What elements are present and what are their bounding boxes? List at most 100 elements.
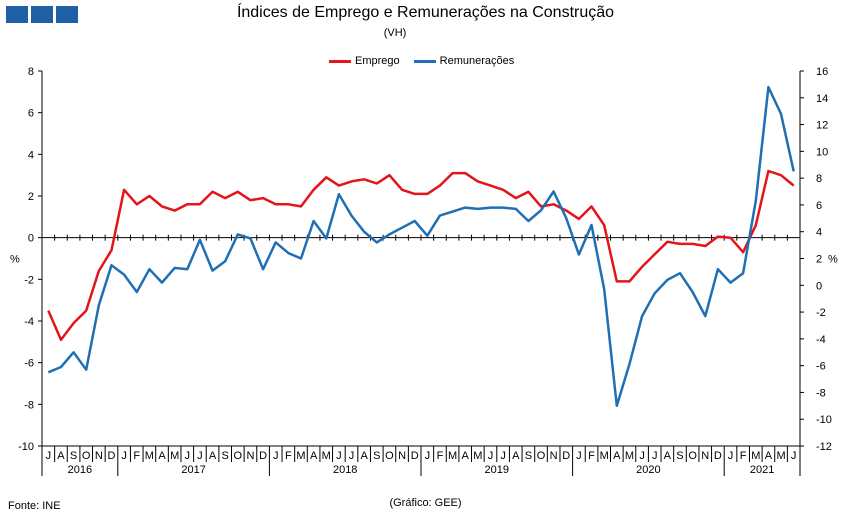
x-month-label: J: [425, 450, 431, 462]
legend-label-remuneracoes: Remunerações: [439, 55, 515, 67]
x-month-label: O: [82, 450, 91, 462]
x-month-label: N: [701, 450, 709, 462]
logo-square: [56, 6, 78, 23]
x-month-label: M: [776, 450, 785, 462]
y-right-tick-label: 16: [816, 66, 828, 78]
legend-swatch-emprego: [329, 59, 351, 63]
x-year-label: 2016: [68, 464, 92, 476]
y-left-tick-label: 6: [28, 108, 34, 120]
x-month-label: A: [613, 450, 621, 462]
x-month-label: D: [259, 450, 267, 462]
x-month-label: O: [688, 450, 697, 462]
y-right-tick-label: -2: [816, 307, 826, 319]
x-month-label: J: [121, 450, 127, 462]
x-year-label: 2020: [636, 464, 660, 476]
x-month-label: D: [562, 450, 570, 462]
y-left-tick-label: -2: [24, 274, 34, 286]
x-month-label: J: [349, 450, 355, 462]
x-month-label: M: [145, 450, 154, 462]
y-right-tick-label: -12: [816, 441, 832, 453]
y-left-tick-label: -8: [24, 399, 34, 411]
x-month-label: F: [740, 450, 747, 462]
x-month-label: O: [537, 450, 546, 462]
x-month-label: A: [765, 450, 773, 462]
y-right-tick-label: 14: [816, 93, 828, 105]
x-month-label: M: [600, 450, 609, 462]
logo-square: [31, 6, 53, 23]
legend-item-emprego: Emprego: [329, 55, 400, 67]
y-right-tick-label: 0: [816, 280, 822, 292]
y-left-tick-label: -10: [18, 441, 34, 453]
x-month-label: O: [385, 450, 394, 462]
x-month-label: D: [714, 450, 722, 462]
x-month-label: J: [273, 450, 279, 462]
x-month-label: M: [448, 450, 457, 462]
legend-label-emprego: Emprego: [355, 55, 400, 67]
x-month-label: J: [488, 450, 494, 462]
x-month-label: N: [246, 450, 254, 462]
chart-subtitle: (VH): [383, 27, 407, 39]
x-month-label: J: [639, 450, 645, 462]
y-right-tick-label: 8: [816, 173, 822, 185]
x-month-label: D: [108, 450, 116, 462]
chart-legend: Emprego Remunerações: [329, 55, 514, 67]
legend-item-remuneracoes: Remunerações: [413, 55, 515, 67]
x-month-label: M: [296, 450, 305, 462]
y-right-tick-label: -4: [816, 334, 826, 346]
x-month-label: M: [473, 450, 482, 462]
x-month-label: F: [588, 450, 595, 462]
x-month-label: S: [222, 450, 229, 462]
x-month-label: J: [652, 450, 658, 462]
y-left-tick-label: 0: [28, 233, 34, 245]
y-left-tick-label: 4: [28, 149, 34, 161]
x-month-label: S: [525, 450, 532, 462]
x-month-label: S: [70, 450, 77, 462]
y-right-tick-label: 10: [816, 146, 828, 158]
chart-title: Índices de Emprego e Remunerações na Con…: [236, 4, 615, 21]
x-month-label: J: [46, 450, 52, 462]
y-right-axis-label: %: [828, 254, 838, 266]
x-month-label: J: [197, 450, 203, 462]
x-month-label: J: [185, 450, 191, 462]
y-right-tick-label: 4: [816, 227, 822, 239]
y-left-tick-label: -4: [24, 316, 34, 328]
x-month-label: J: [500, 450, 506, 462]
y-right-tick-label: 2: [816, 254, 822, 266]
x-month-label: A: [462, 450, 470, 462]
x-month-label: A: [57, 450, 65, 462]
x-month-label: F: [133, 450, 140, 462]
y-left-tick-label: -6: [24, 358, 34, 370]
x-year-label: 2018: [333, 464, 357, 476]
x-month-label: N: [95, 450, 103, 462]
x-month-label: J: [336, 450, 342, 462]
x-month-label: N: [550, 450, 558, 462]
x-month-label: S: [373, 450, 380, 462]
x-year-label: 2019: [485, 464, 509, 476]
y-left-tick-label: 8: [28, 66, 34, 78]
x-month-label: A: [158, 450, 166, 462]
x-month-label: F: [437, 450, 444, 462]
x-year-label: 2017: [181, 464, 205, 476]
x-year-label: 2021: [750, 464, 774, 476]
x-month-label: A: [310, 450, 318, 462]
logo-square: [6, 6, 28, 23]
legend-swatch-remuneracoes: [413, 59, 436, 63]
x-month-label: N: [398, 450, 406, 462]
x-month-label: M: [751, 450, 760, 462]
x-month-label: D: [411, 450, 419, 462]
x-month-label: A: [360, 450, 368, 462]
x-month-label: S: [676, 450, 683, 462]
source-note: Fonte: INE: [8, 500, 61, 512]
blue-squares-logo: [6, 6, 78, 23]
series-line-remuneracoes: [47, 85, 795, 408]
y-left-tick-label: 2: [28, 191, 34, 203]
x-month-label: M: [322, 450, 331, 462]
credit-note: (Gráfico: GEE): [389, 497, 462, 509]
x-month-label: F: [285, 450, 292, 462]
y-right-tick-label: 12: [816, 120, 828, 132]
series-line-emprego: [47, 169, 795, 342]
y-right-tick-label: -6: [816, 361, 826, 373]
y-left-axis-label: %: [10, 254, 20, 266]
x-month-label: A: [209, 450, 217, 462]
